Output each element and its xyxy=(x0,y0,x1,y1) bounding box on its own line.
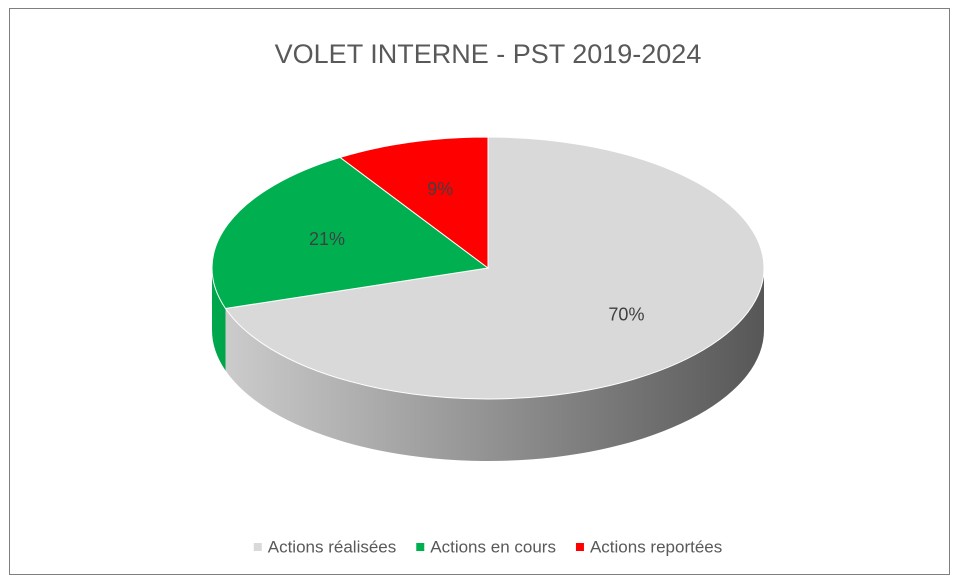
data-label: 70% xyxy=(608,304,644,324)
data-label: 21% xyxy=(309,229,345,249)
legend-label: Actions réalisées xyxy=(268,537,397,556)
pie-side-shade xyxy=(225,268,764,461)
legend-swatch xyxy=(575,543,584,551)
pie-side-shade xyxy=(212,268,226,371)
legend-label: Actions reportées xyxy=(590,537,722,556)
chart-title: VOLET INTERNE - PST 2019-2024 xyxy=(275,39,702,69)
data-label: 9% xyxy=(427,179,453,199)
legend-label: Actions en cours xyxy=(430,537,556,556)
legend-swatch xyxy=(253,543,262,551)
pie-slice xyxy=(211,156,490,310)
pie-slice xyxy=(339,136,489,269)
legend-swatch xyxy=(416,543,425,551)
pie-slice xyxy=(224,136,765,400)
